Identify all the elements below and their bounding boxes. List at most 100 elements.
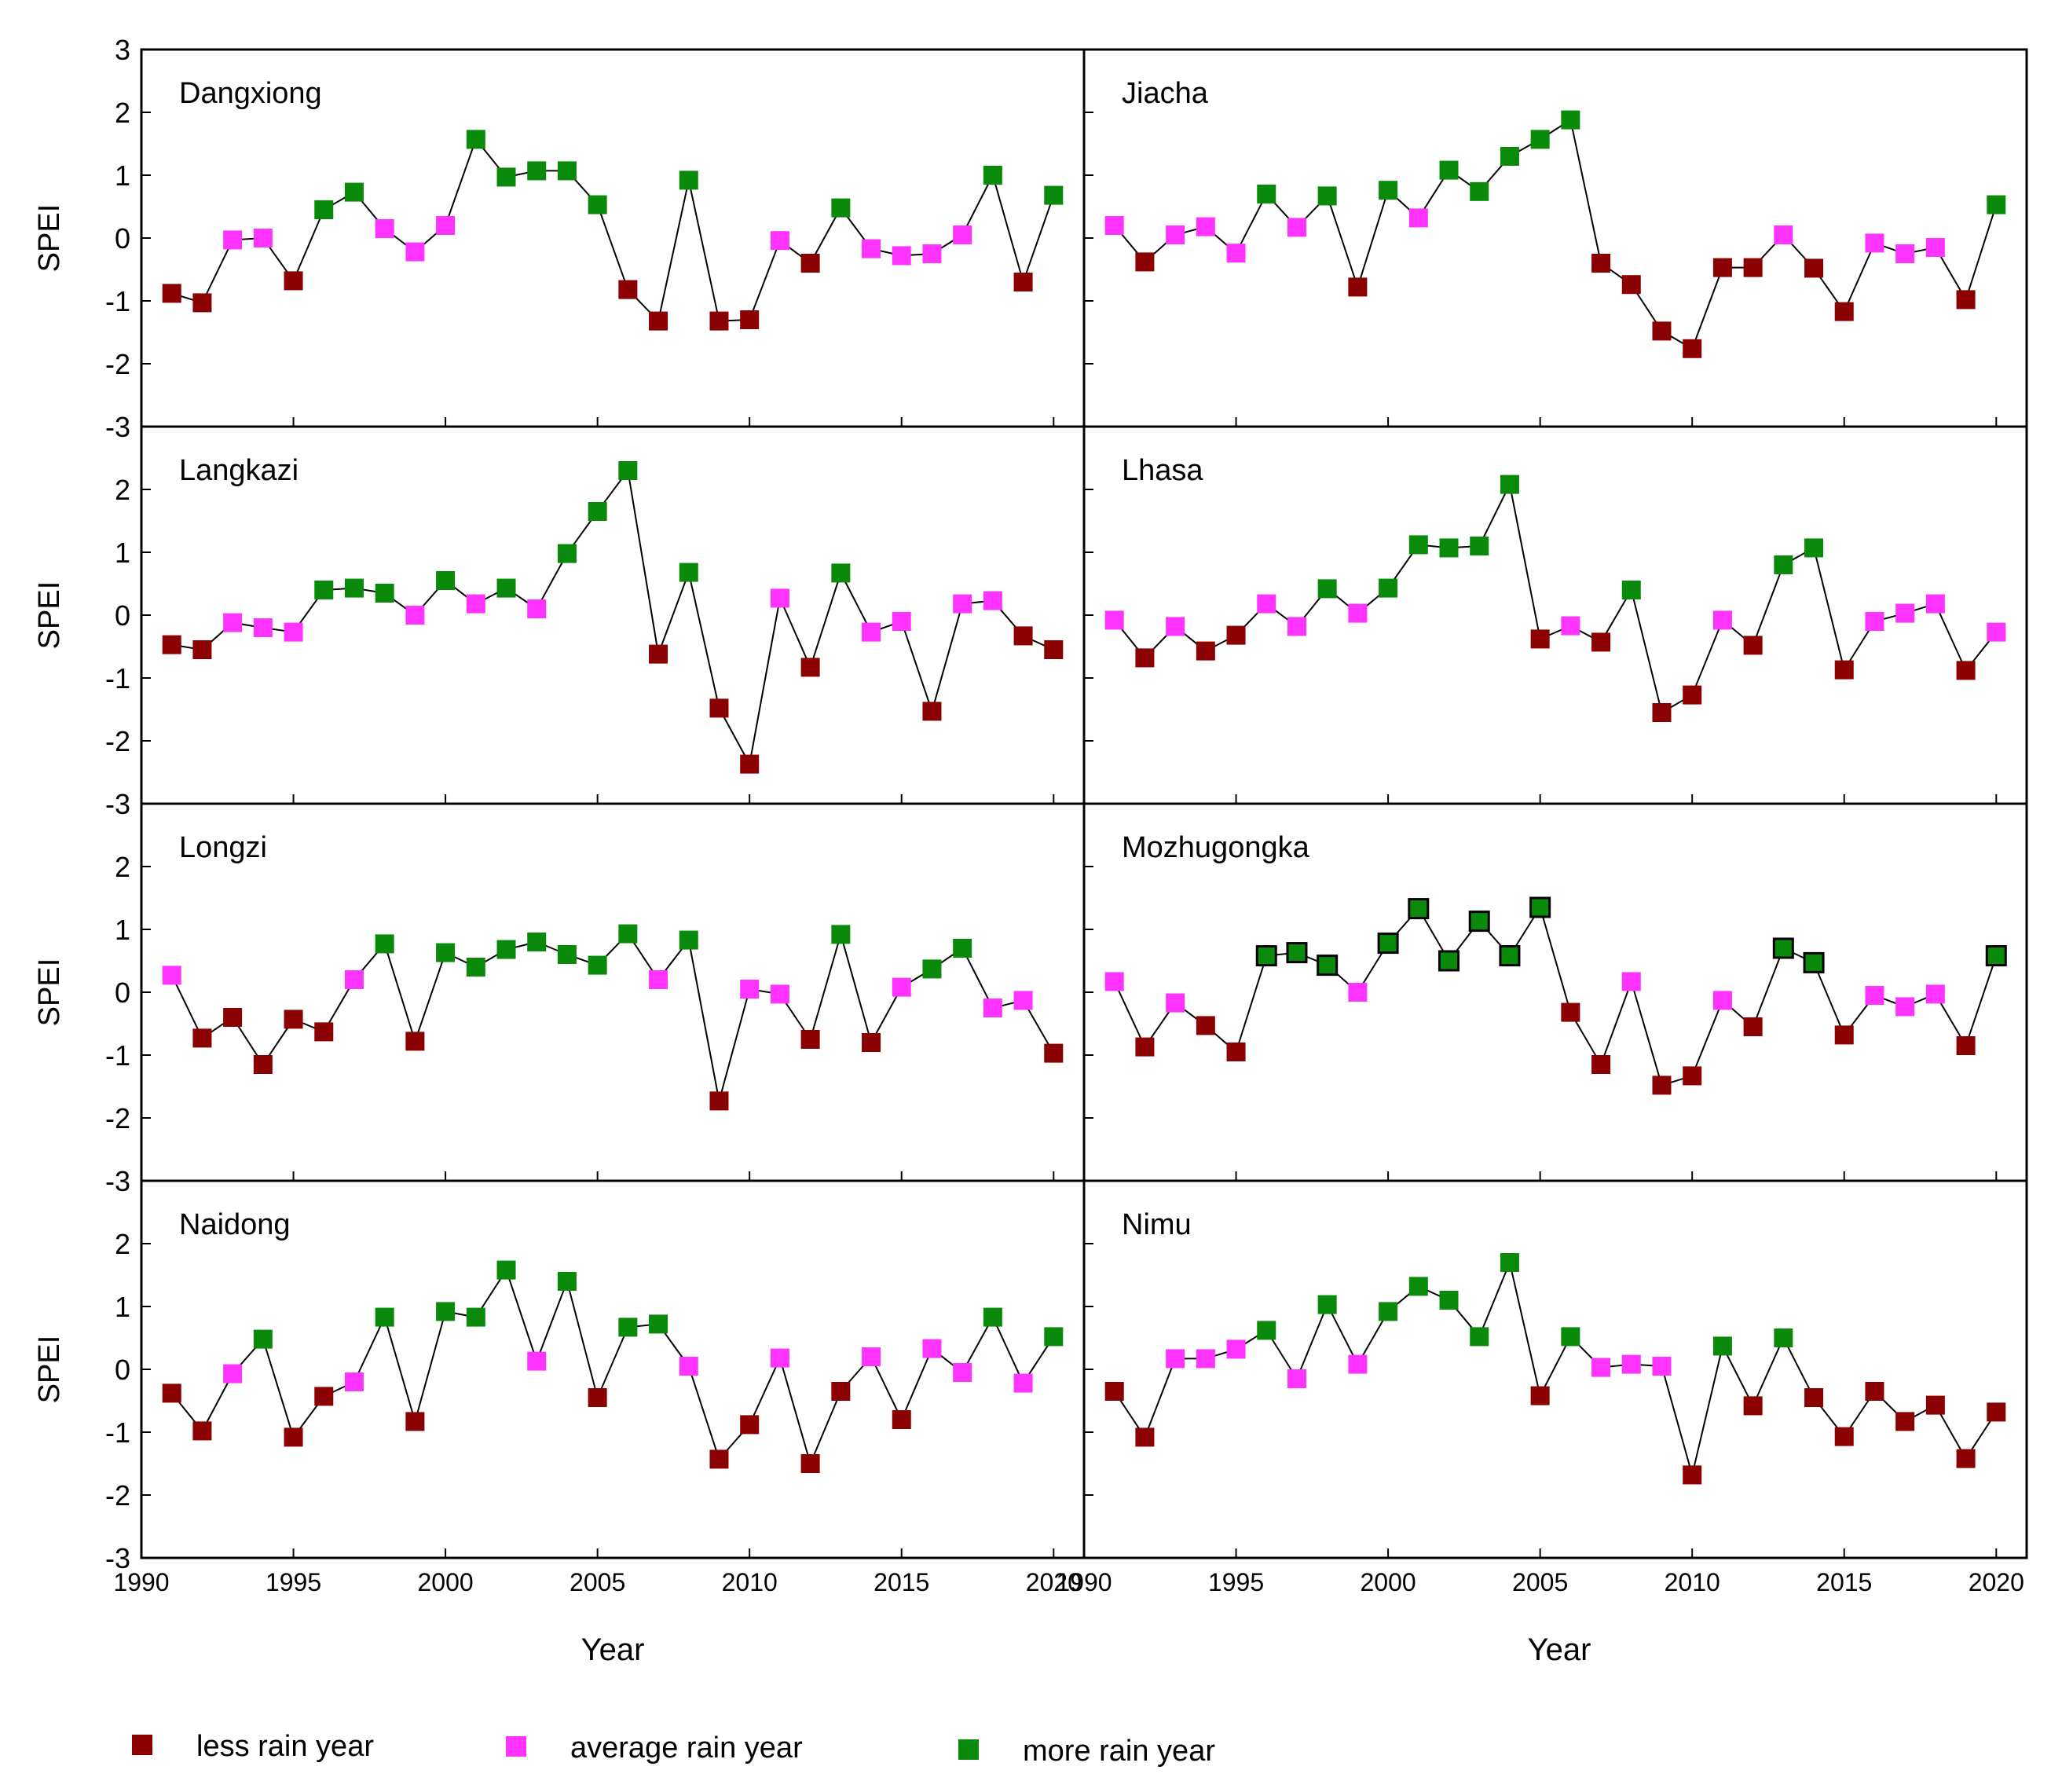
point-2019 [1013, 626, 1033, 646]
panel-lhasa: Lhasa [1082, 425, 2028, 805]
point-2011 [770, 984, 789, 1004]
point-1998 [1317, 579, 1337, 599]
station-label: Nimu [1122, 1208, 1192, 1241]
point-2007 [649, 1314, 668, 1334]
point-1992 [192, 640, 212, 659]
point-1996 [1257, 594, 1276, 614]
point-2016 [922, 702, 942, 721]
point-2012 [800, 1454, 820, 1473]
point-1992 [1135, 1037, 1155, 1057]
point-2017 [953, 225, 972, 244]
x-tick-label: 1990 [1056, 1568, 1112, 1596]
point-2016 [1865, 1382, 1884, 1401]
point-2013 [831, 925, 851, 944]
point-1994 [253, 1329, 273, 1349]
point-1997 [344, 182, 364, 202]
point-1994 [253, 229, 273, 247]
x-axis-title-left: Year [581, 1633, 645, 1667]
point-2008 [1621, 972, 1641, 991]
x-tick-label: 2020 [1969, 1568, 2024, 1596]
panel-nimu: Nimu 1990 1995 2000 2005 2010 2015 2020 [1056, 1179, 2028, 1596]
y-tick-label: 1 [115, 914, 130, 946]
point-2001 [1408, 898, 1430, 920]
point-1991 [162, 635, 181, 654]
point-2003 [527, 933, 547, 951]
point-1996 [314, 581, 334, 599]
point-2010 [1683, 685, 1702, 705]
point-2019 [1013, 1373, 1033, 1393]
point-1994 [253, 1055, 273, 1074]
point-2005 [1530, 1386, 1550, 1405]
point-2018 [983, 591, 1002, 610]
point-1992 [192, 1421, 212, 1441]
point-2009 [1652, 1076, 1672, 1095]
y-tick-label: -3 [105, 411, 130, 443]
point-2003 [527, 599, 547, 618]
point-1997 [344, 578, 364, 598]
point-1998 [1317, 186, 1337, 206]
point-2000 [436, 571, 456, 590]
y-tick-label: 0 [115, 599, 130, 632]
point-2000 [436, 216, 456, 235]
point-1998 [1317, 955, 1339, 977]
point-1997 [344, 970, 364, 989]
point-1997 [1287, 617, 1306, 636]
point-2018 [983, 1307, 1002, 1327]
legend-label-average: average rain year [570, 1732, 803, 1765]
legend: less rain year average rain year more ra… [132, 1730, 1215, 1768]
point-2018 [1925, 238, 1945, 257]
y-tick-label: 2 [115, 851, 130, 883]
y-tick-label: 1 [115, 537, 130, 569]
point-2019 [1013, 273, 1033, 291]
point-2014 [862, 239, 881, 258]
panel-jiacha: Jiacha [1082, 48, 2028, 428]
point-1992 [1135, 648, 1155, 668]
point-2013 [831, 1382, 851, 1401]
y-tick-label: 2 [115, 1228, 130, 1260]
point-1993 [223, 1008, 243, 1027]
point-1998 [1317, 1295, 1337, 1314]
point-2007 [1591, 632, 1611, 652]
point-2004 [557, 1272, 577, 1291]
point-2019 [1956, 1449, 1976, 1468]
point-2005 [1530, 629, 1550, 649]
x-tick-label: 2020 [1026, 1568, 1082, 1596]
point-2010 [740, 310, 760, 329]
point-1991 [1104, 610, 1124, 630]
point-2015 [892, 246, 911, 266]
point-2005 [588, 195, 607, 214]
point-2000 [1379, 578, 1398, 598]
legend-marker-less [132, 1735, 152, 1755]
station-label: Longzi [179, 831, 267, 864]
point-2010 [740, 980, 760, 999]
point-2005 [588, 502, 607, 521]
station-label: Mozhugongka [1122, 831, 1310, 864]
point-2003 [1470, 181, 1489, 201]
panel-dangxiong: Dangxiong -3 -2 -1 0 1 2 3 SPEI [33, 34, 1086, 443]
point-2009 [1652, 1357, 1672, 1376]
point-2004 [557, 544, 577, 563]
point-2002 [1439, 160, 1459, 180]
y-tick-label: -3 [105, 1165, 130, 1197]
point-1996 [1257, 1321, 1276, 1340]
x-axis-title-right: Year [1528, 1633, 1591, 1667]
point-2020 [1987, 195, 2006, 214]
point-2013 [1772, 937, 1794, 959]
point-2011 [770, 1348, 789, 1368]
point-2008 [1621, 275, 1641, 295]
point-2013 [831, 198, 851, 218]
point-2006 [618, 280, 638, 299]
point-1997 [1287, 218, 1306, 237]
point-1991 [1104, 972, 1124, 991]
point-1995 [284, 1010, 303, 1029]
point-2013 [831, 563, 851, 583]
point-2009 [709, 698, 729, 718]
point-2017 [1895, 1412, 1915, 1431]
point-2009 [1652, 321, 1672, 341]
point-2002 [1438, 950, 1460, 972]
point-2012 [1743, 636, 1763, 655]
point-1993 [223, 1364, 243, 1383]
point-2011 [770, 588, 789, 608]
point-1997 [1286, 942, 1308, 964]
y-axis-title: SPEI [33, 1336, 66, 1404]
